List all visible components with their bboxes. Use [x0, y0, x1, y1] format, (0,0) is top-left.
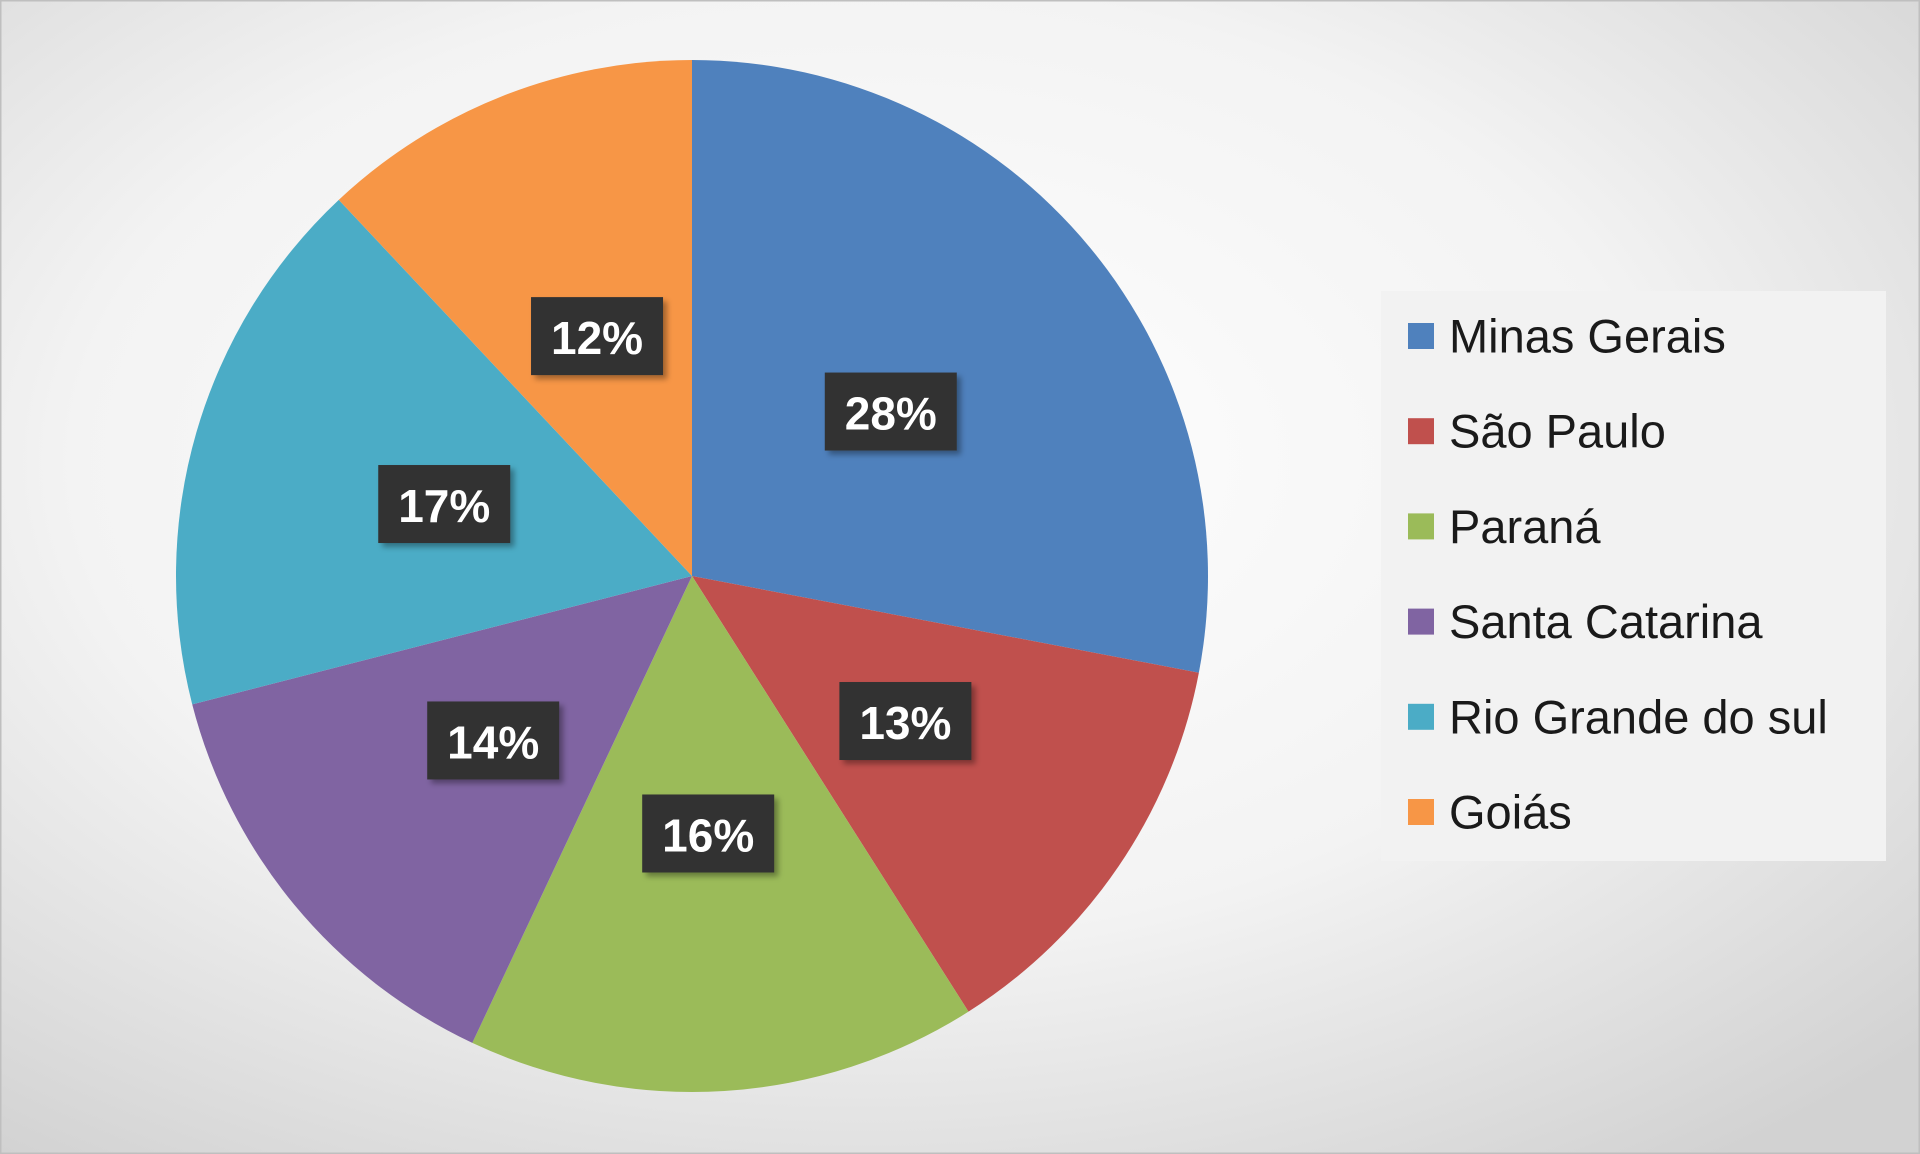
data-label: 16% — [662, 809, 754, 861]
pie-slice — [692, 60, 1208, 673]
legend-label: Rio Grande do sul — [1449, 690, 1828, 743]
data-label-box — [642, 794, 775, 873]
data-label: 14% — [447, 716, 539, 768]
data-label: 13% — [859, 697, 951, 749]
pie-slice — [175, 199, 692, 705]
legend-label: Minas Gerais — [1449, 310, 1726, 363]
data-label-box — [839, 682, 972, 761]
legend-label: Paraná — [1449, 500, 1601, 553]
legend-swatch — [1408, 799, 1434, 825]
legend-label: São Paulo — [1449, 405, 1666, 458]
data-label: 28% — [845, 388, 937, 440]
pie-slice — [192, 576, 692, 1043]
data-label-box — [531, 297, 664, 376]
data-label-box — [427, 701, 560, 780]
legend-swatch — [1408, 418, 1434, 445]
legend-label: Goiás — [1449, 786, 1572, 839]
legend-swatch — [1408, 323, 1434, 349]
legend-label: Santa Catarina — [1449, 595, 1763, 648]
data-label: 12% — [551, 312, 643, 364]
pie-slice — [692, 576, 1199, 1012]
data-label-box — [378, 465, 511, 544]
legend-box — [1381, 291, 1886, 861]
data-label: 17% — [398, 480, 490, 532]
pie-slice — [338, 60, 692, 576]
legend-swatch — [1408, 608, 1434, 635]
legend-swatch — [1408, 513, 1434, 540]
data-label-box — [824, 372, 957, 451]
legend-swatch — [1408, 703, 1434, 730]
